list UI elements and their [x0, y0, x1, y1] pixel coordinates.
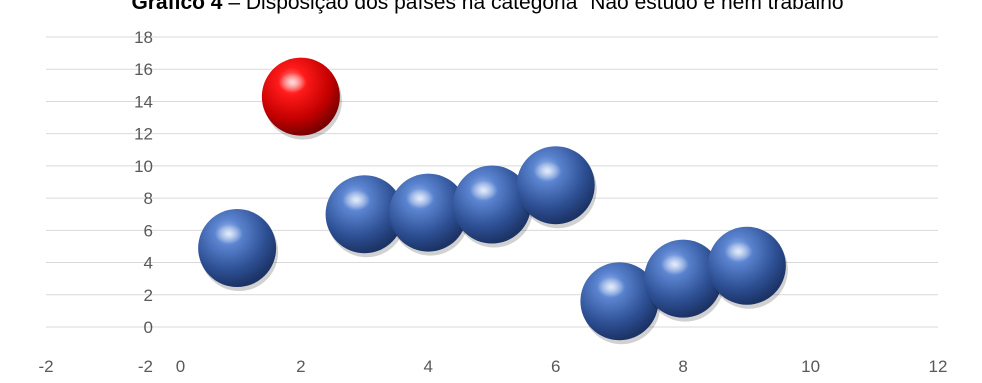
y-tick-label: 8 — [144, 189, 153, 208]
y-axis-tick-labels: -2 0 2 4 6 8 10 12 14 16 18 — [134, 28, 153, 376]
data-point — [707, 226, 788, 309]
data-point-sphere — [516, 146, 595, 225]
data-point — [644, 239, 725, 322]
data-point-highlight — [533, 161, 562, 182]
y-tick-label: 4 — [144, 254, 153, 273]
chart-title-separator: – — [228, 0, 246, 14]
x-tick-label: 12 — [929, 357, 948, 376]
x-axis-tick-labels: -2 0 2 4 6 8 10 12 — [38, 357, 947, 376]
data-point-highlight — [342, 190, 371, 211]
y-tick-label: 18 — [134, 28, 153, 47]
data-point-highlight — [215, 224, 244, 245]
data-points — [198, 57, 788, 345]
x-tick-label: 2 — [296, 357, 305, 376]
x-tick-label: 8 — [678, 357, 687, 376]
x-tick-label: 6 — [551, 357, 560, 376]
y-tick-label: 0 — [144, 318, 153, 337]
data-point-highlight — [470, 180, 498, 201]
gridlines — [46, 36, 938, 328]
y-tick-label: 6 — [144, 221, 153, 240]
data-point-sphere — [261, 57, 340, 136]
y-tick-label: 16 — [134, 60, 153, 79]
data-point — [580, 262, 661, 345]
x-tick-label: -2 — [38, 357, 53, 376]
y-tick-label: 10 — [134, 157, 153, 176]
data-point — [516, 146, 597, 229]
data-point-highlight — [724, 241, 753, 262]
chart-title-prefix: Gráfico 4 — [131, 0, 223, 14]
data-point — [453, 165, 533, 248]
chart-title-text: Disposição dos países na categoria “Não … — [245, 0, 851, 14]
data-point-highlight — [406, 188, 435, 209]
y-tick-label: 12 — [134, 125, 153, 144]
y-tick-label: 14 — [134, 92, 153, 111]
data-point — [325, 175, 406, 258]
x-tick-label: 0 — [176, 357, 185, 376]
data-point-sphere — [707, 226, 786, 305]
data-point — [198, 209, 279, 292]
data-point-highlight — [597, 277, 626, 298]
data-point — [389, 173, 470, 256]
chart-title: Gráfico 4 – Disposição dos países na cat… — [0, 0, 982, 15]
y-tick-label: 2 — [144, 286, 153, 305]
y-tick-label: -2 — [138, 357, 153, 376]
x-tick-label: 10 — [801, 357, 820, 376]
data-point-highlight — [278, 72, 307, 93]
data-point-highlight — [661, 254, 690, 275]
data-point — [261, 57, 342, 140]
data-point-sphere — [198, 209, 277, 288]
x-tick-label: 4 — [424, 357, 433, 376]
